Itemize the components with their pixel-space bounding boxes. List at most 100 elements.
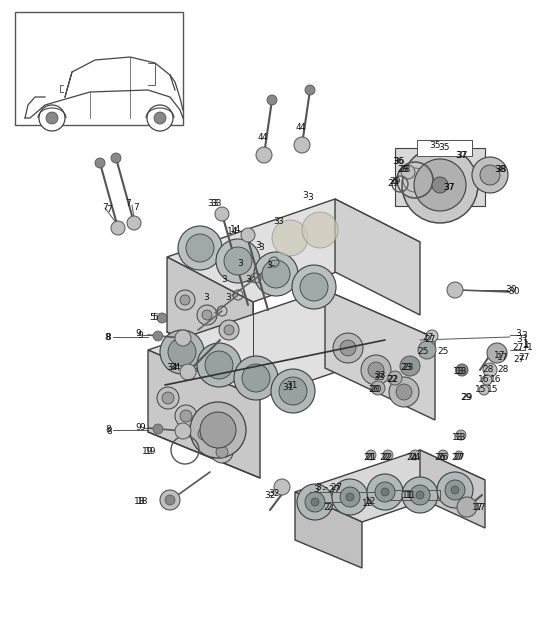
Text: 8: 8 xyxy=(106,428,112,436)
Circle shape xyxy=(147,105,173,131)
Text: 25: 25 xyxy=(437,347,449,357)
Circle shape xyxy=(426,330,438,342)
Text: 26: 26 xyxy=(434,453,446,462)
Circle shape xyxy=(262,260,290,288)
Polygon shape xyxy=(295,450,485,522)
Circle shape xyxy=(479,385,489,395)
Circle shape xyxy=(300,273,328,301)
Circle shape xyxy=(168,338,196,366)
Circle shape xyxy=(165,495,175,505)
Circle shape xyxy=(190,402,246,458)
Text: 12: 12 xyxy=(362,499,374,507)
Circle shape xyxy=(175,423,191,439)
Text: 28: 28 xyxy=(397,166,409,175)
Text: 33: 33 xyxy=(207,200,219,208)
Text: 11: 11 xyxy=(402,492,414,501)
Circle shape xyxy=(305,492,325,512)
Text: 32: 32 xyxy=(264,492,276,501)
Circle shape xyxy=(383,450,393,460)
Text: 11: 11 xyxy=(405,490,417,499)
Circle shape xyxy=(180,295,190,305)
Circle shape xyxy=(472,157,508,193)
Text: 27: 27 xyxy=(425,335,435,345)
Circle shape xyxy=(332,479,368,515)
Circle shape xyxy=(482,375,492,385)
Circle shape xyxy=(402,147,478,223)
Circle shape xyxy=(157,313,167,323)
Circle shape xyxy=(437,472,473,508)
Circle shape xyxy=(127,216,141,230)
Circle shape xyxy=(487,343,507,363)
Text: 14: 14 xyxy=(231,225,241,234)
Text: 15: 15 xyxy=(475,386,487,394)
Circle shape xyxy=(157,387,179,409)
Text: 31: 31 xyxy=(282,382,294,391)
Text: 35: 35 xyxy=(429,141,441,149)
Text: 31: 31 xyxy=(286,381,298,389)
Text: 21: 21 xyxy=(364,453,375,462)
Text: 13: 13 xyxy=(453,367,465,376)
Text: 29: 29 xyxy=(389,178,401,187)
Circle shape xyxy=(175,405,197,427)
Text: 13: 13 xyxy=(455,433,467,441)
Bar xyxy=(395,148,485,206)
Text: 17: 17 xyxy=(473,504,484,512)
Text: 16: 16 xyxy=(479,376,490,384)
Circle shape xyxy=(480,165,500,185)
Text: -: - xyxy=(522,344,525,352)
Text: 3: 3 xyxy=(515,328,521,337)
Circle shape xyxy=(401,165,415,179)
Circle shape xyxy=(186,234,214,262)
Text: 4: 4 xyxy=(261,134,267,143)
Circle shape xyxy=(456,430,466,440)
Circle shape xyxy=(272,220,308,256)
Circle shape xyxy=(180,364,196,380)
Circle shape xyxy=(271,369,315,413)
Text: -: - xyxy=(517,345,520,354)
Circle shape xyxy=(389,377,419,407)
Polygon shape xyxy=(167,257,253,375)
Text: 20: 20 xyxy=(368,386,380,394)
Circle shape xyxy=(367,474,403,510)
Circle shape xyxy=(456,364,468,376)
Circle shape xyxy=(297,484,333,520)
Text: 37: 37 xyxy=(456,151,468,160)
Text: 1: 1 xyxy=(527,344,533,352)
Text: 37: 37 xyxy=(443,183,455,193)
Text: 7: 7 xyxy=(106,205,112,215)
Circle shape xyxy=(242,364,270,392)
Circle shape xyxy=(154,112,166,124)
Circle shape xyxy=(388,371,402,385)
Text: 27: 27 xyxy=(512,342,524,352)
Text: 14: 14 xyxy=(227,227,239,237)
Text: 13: 13 xyxy=(456,367,468,377)
Text: 18: 18 xyxy=(134,497,146,507)
Text: 36: 36 xyxy=(393,158,405,166)
Text: 3: 3 xyxy=(255,242,261,251)
Text: 3: 3 xyxy=(273,217,279,225)
Text: 33: 33 xyxy=(210,200,222,208)
Text: 27: 27 xyxy=(518,354,530,362)
Circle shape xyxy=(197,343,241,387)
Circle shape xyxy=(279,377,307,405)
Text: 4: 4 xyxy=(299,124,305,133)
Text: 9: 9 xyxy=(135,330,141,338)
Text: 27: 27 xyxy=(422,333,434,342)
Circle shape xyxy=(234,356,278,400)
Text: 4: 4 xyxy=(257,134,263,143)
Circle shape xyxy=(205,351,233,379)
Polygon shape xyxy=(148,290,435,398)
Text: 3: 3 xyxy=(307,193,313,202)
Text: 34: 34 xyxy=(166,364,178,372)
Text: 23: 23 xyxy=(401,364,411,372)
Text: 26: 26 xyxy=(437,453,449,462)
Text: 3: 3 xyxy=(302,192,308,200)
Circle shape xyxy=(46,112,58,124)
Text: 7: 7 xyxy=(125,200,131,208)
Circle shape xyxy=(216,446,228,458)
Text: 3: 3 xyxy=(203,293,209,303)
Circle shape xyxy=(160,330,204,374)
Text: 8: 8 xyxy=(105,426,111,435)
Text: 18: 18 xyxy=(137,497,149,506)
Text: 3 - 27: 3 - 27 xyxy=(316,484,342,492)
